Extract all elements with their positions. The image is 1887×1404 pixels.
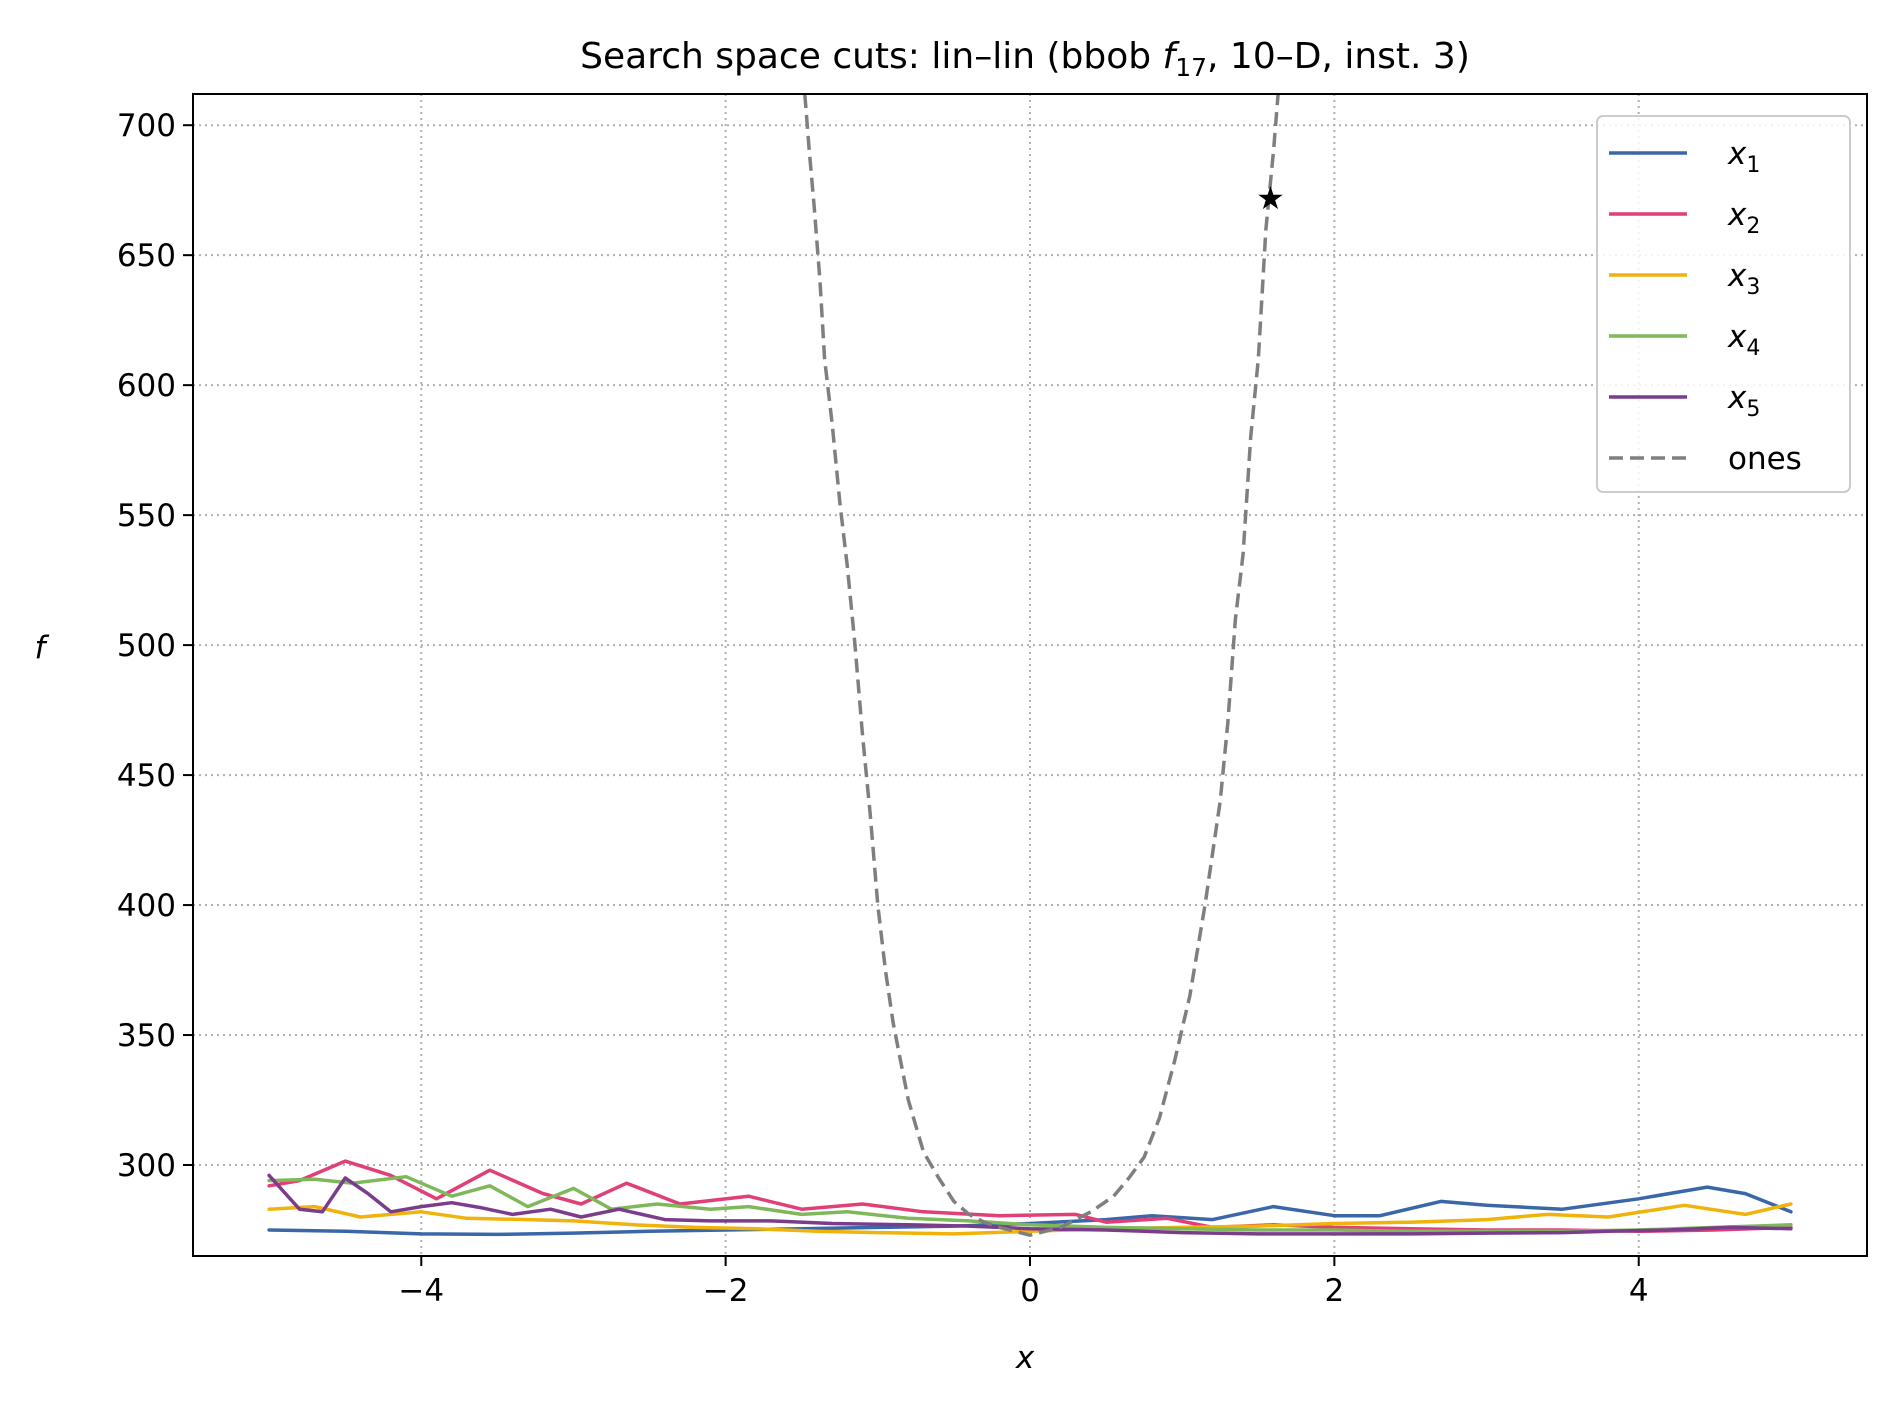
- legend-label: x2: [1727, 197, 1760, 239]
- legend-label: ones: [1728, 441, 1802, 477]
- x-tick-label: 4: [1629, 1273, 1649, 1309]
- y-axis-label: f: [35, 630, 50, 666]
- y-tick-label: 350: [117, 1018, 176, 1054]
- series-line-x2: [267, 1159, 1793, 1234]
- series-markers: ★: [1256, 179, 1285, 217]
- star-marker: ★: [1256, 179, 1285, 217]
- series-line-x4: [267, 1174, 1793, 1234]
- legend-label: x5: [1727, 380, 1760, 422]
- y-tick-label: 550: [117, 498, 176, 534]
- x-tick-label: −2: [703, 1273, 749, 1309]
- series-line-ones: [803, 94, 1280, 1237]
- series-line-x1: [267, 1185, 1793, 1237]
- legend-label: x3: [1727, 258, 1760, 300]
- legend-label: x4: [1727, 319, 1760, 361]
- y-tick-label: 400: [117, 888, 176, 924]
- x-tick-label: 0: [1020, 1273, 1040, 1309]
- y-tick-label: 500: [117, 628, 176, 664]
- series-lines: [267, 94, 1793, 1237]
- chart-title: Search space cuts: lin–lin (bbob f17, 10…: [580, 36, 1470, 82]
- x-axis-label: x: [1015, 1340, 1035, 1376]
- y-tick-label: 450: [117, 758, 176, 794]
- legend-frame: [1596, 115, 1851, 493]
- legend-label: x1: [1727, 136, 1760, 178]
- y-tick-label: 600: [117, 368, 176, 404]
- y-tick-label: 700: [117, 108, 176, 144]
- series-line-x3: [267, 1202, 1793, 1236]
- x-tick-label: 2: [1324, 1273, 1344, 1309]
- y-tick-label: 650: [117, 238, 176, 274]
- series-line-x5: [267, 1173, 1793, 1236]
- axis-ticks: −4 −2 0 2 4 300 350 400 450 500 550 600 650 700: [117, 108, 1649, 1309]
- legend: x1 x2 x3 x4 x5 ones: [1596, 115, 1851, 493]
- x-tick-label: −4: [398, 1273, 444, 1309]
- y-tick-label: 300: [117, 1148, 176, 1184]
